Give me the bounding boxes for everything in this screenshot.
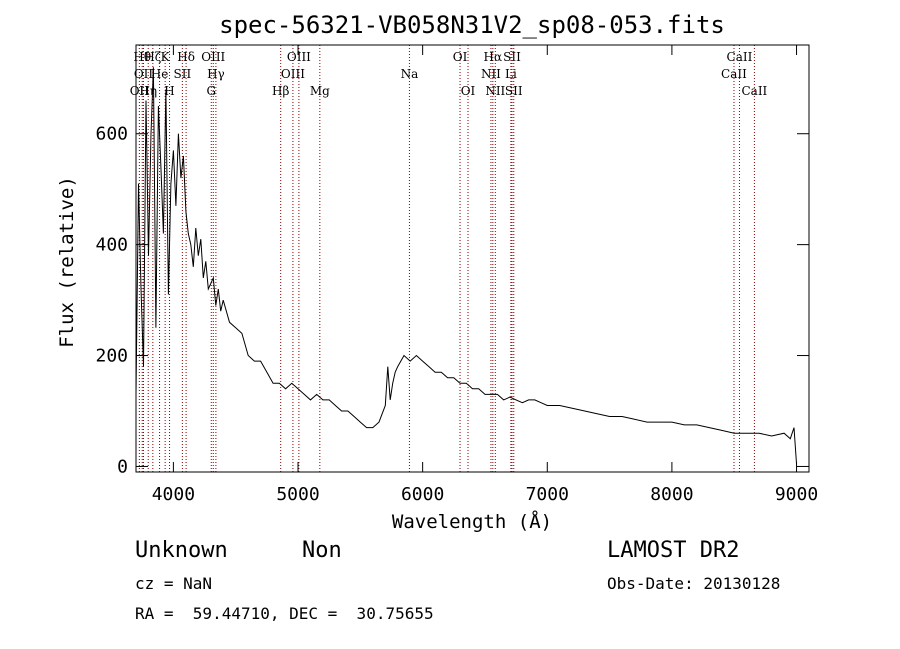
y-tick-label: 200 [95, 346, 128, 367]
line-marker-label: SII [505, 84, 523, 98]
x-axis-label: Wavelength (Å) [392, 510, 552, 533]
line-marker-label: CaII [741, 84, 767, 98]
spectrum-line [135, 67, 797, 464]
plot-frame [135, 44, 810, 473]
x-axis-ticks: 4000 5000 6000 7000 8000 9000 [152, 45, 818, 505]
spectrum-series [135, 67, 797, 464]
line-marker-label: OI [453, 50, 468, 64]
line-marker-label: Li [505, 67, 517, 81]
line-marker-label: Hγ [207, 67, 225, 81]
x-tick-label: 6000 [401, 484, 444, 505]
line-marker-label: SII [503, 50, 521, 64]
line-markers: OIIHθOIIHηHζHeKHSIIHδGOIIIHγHβOIIIOIIIMg… [130, 45, 768, 472]
line-marker-label: H [164, 84, 174, 98]
line-marker-label: G [206, 84, 216, 98]
x-tick-label: 9000 [775, 484, 818, 505]
line-marker-label: OIII [281, 67, 305, 81]
line-marker-label: Hθ [133, 50, 151, 64]
x-tick-label: 8000 [650, 484, 693, 505]
line-marker-label: Hα [484, 50, 503, 64]
line-marker-label: OIII [287, 50, 311, 64]
y-tick-label: 0 [117, 456, 128, 477]
line-marker-label: Hδ [177, 50, 195, 64]
x-tick-label: 7000 [526, 484, 569, 505]
y-axis-ticks: 0 200 400 600 [95, 124, 809, 477]
x-tick-label: 5000 [276, 484, 319, 505]
y-tick-label: 400 [95, 235, 128, 256]
cz-value: cz = NaN [135, 574, 213, 593]
line-marker-label: SII [174, 67, 192, 81]
obs-date: Obs-Date: 20130128 [607, 574, 781, 593]
line-marker-label: Hζ [144, 50, 161, 64]
line-marker-label: Hβ [272, 84, 289, 98]
line-marker-label: CaII [727, 50, 753, 64]
line-marker-label: NII [485, 84, 505, 98]
line-marker-label: OII [130, 84, 150, 98]
line-marker-label: CaII [721, 67, 747, 81]
y-tick-label: 600 [95, 124, 128, 145]
line-marker-label: K [161, 50, 171, 64]
coordinates: RA = 59.44710, DEC = 30.75655 [135, 604, 434, 623]
class-label: Unknown [135, 538, 228, 563]
line-marker-label: Na [401, 67, 419, 81]
chart-title: spec-56321-VB058N31V2_sp08-053.fits [219, 11, 725, 39]
survey-label: LAMOST DR2 [607, 538, 740, 563]
y-axis-label: Flux (relative) [56, 176, 78, 348]
line-marker-label: OIII [201, 50, 225, 64]
line-marker-label: Mg [310, 84, 330, 98]
line-marker-label: OII [134, 67, 154, 81]
line-marker-label: OI [461, 84, 476, 98]
line-marker-label: He [151, 67, 169, 81]
line-marker-label: Hη [139, 84, 157, 98]
subclass-label: Non [302, 538, 342, 563]
line-marker-label: NII [481, 67, 501, 81]
x-tick-label: 4000 [152, 484, 195, 505]
